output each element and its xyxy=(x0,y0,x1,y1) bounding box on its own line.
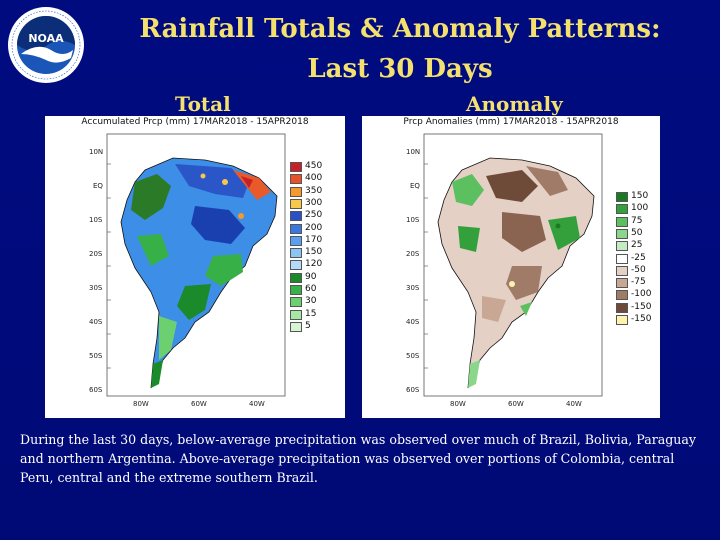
legend-swatch xyxy=(290,162,302,172)
lon-label: 80W xyxy=(450,400,466,408)
lat-label: 20S xyxy=(89,250,103,258)
legend-value: 25 xyxy=(631,240,643,251)
legend-swatch xyxy=(616,253,628,264)
legend-value: -75 xyxy=(631,277,646,288)
legend-swatch xyxy=(290,235,302,246)
svg-text:NOAA: NOAA xyxy=(28,32,64,45)
lat-label: 40S xyxy=(406,318,420,326)
legend-value: 170 xyxy=(305,234,323,245)
lat-label: EQ xyxy=(93,182,103,190)
lat-label: 10N xyxy=(89,148,104,156)
lat-label: 50S xyxy=(89,352,103,360)
anomaly-label: Anomaly xyxy=(466,92,563,116)
legend-value: 250 xyxy=(305,210,323,221)
legend-swatch xyxy=(616,241,628,252)
legend-value: 350 xyxy=(305,185,323,196)
lat-label: 10N xyxy=(406,148,421,156)
legend-value: -150 xyxy=(631,301,652,312)
page-title: Rainfall Totals & Anomaly Patterns: xyxy=(139,14,661,44)
total-map-graphic xyxy=(106,133,286,397)
legend-swatch xyxy=(290,321,302,332)
legend-swatch xyxy=(290,248,302,259)
legend-swatch xyxy=(290,272,302,283)
legend-swatch xyxy=(616,228,628,239)
legend-value: 50 xyxy=(631,227,643,238)
legend-value: 450 xyxy=(305,161,323,171)
legend-value: 30 xyxy=(305,296,317,307)
legend-swatch xyxy=(616,278,628,289)
lat-label: 10S xyxy=(406,216,420,224)
legend-swatch xyxy=(290,260,302,271)
total-label: Total xyxy=(175,92,231,116)
legend-value: 400 xyxy=(305,173,323,184)
lon-label: 40W xyxy=(566,400,582,408)
legend-value: 15 xyxy=(305,308,317,319)
legend-value: -25 xyxy=(631,252,646,263)
legend-value: -100 xyxy=(631,289,652,300)
lat-label: 30S xyxy=(89,284,103,292)
lat-label: 10S xyxy=(89,216,103,224)
legend-value: 90 xyxy=(305,271,317,282)
lat-label: 30S xyxy=(406,284,420,292)
legend-value: 75 xyxy=(631,215,643,226)
total-precip-map: Accumulated Prcp (mm) 17MAR2018 - 15APR2… xyxy=(45,116,345,418)
legend-swatch xyxy=(290,297,302,308)
anomaly-map-graphic xyxy=(423,133,603,397)
legend-value: 60 xyxy=(305,284,317,294)
lat-label: 20S xyxy=(406,250,420,258)
legend-swatch xyxy=(290,198,302,209)
lon-label: 60W xyxy=(191,400,207,408)
lat-label: 60S xyxy=(89,386,103,394)
caption-text: During the last 30 days, below-average p… xyxy=(20,432,697,485)
legend-swatch xyxy=(290,309,302,320)
legend-value: 120 xyxy=(305,259,323,270)
legend-swatch xyxy=(290,285,302,295)
page-subtitle: Last 30 Days xyxy=(307,54,493,84)
legend-value: 150 xyxy=(631,191,649,201)
legend-swatch xyxy=(290,186,302,197)
lon-label: 80W xyxy=(133,400,149,408)
legend-swatch xyxy=(290,223,302,234)
lon-label: 60W xyxy=(508,400,524,408)
legend-swatch xyxy=(616,315,628,325)
legend-value: 300 xyxy=(305,197,323,208)
legend-value: 100 xyxy=(631,203,649,214)
legend-swatch xyxy=(616,204,628,215)
legend-swatch xyxy=(290,174,302,185)
legend-value: 200 xyxy=(305,222,323,233)
noaa-logo: NOAA xyxy=(8,7,84,83)
legend-swatch xyxy=(616,192,628,202)
lat-label: 60S xyxy=(406,386,420,394)
anomaly-precip-map: Prcp Anomalies (mm) 17MAR2018 - 15APR201… xyxy=(362,116,660,418)
legend-swatch xyxy=(616,265,628,276)
lat-label: EQ xyxy=(410,182,420,190)
anomaly-map-header: Prcp Anomalies (mm) 17MAR2018 - 15APR201… xyxy=(403,117,619,127)
legend-swatch xyxy=(616,290,628,301)
legend-value: 150 xyxy=(305,247,323,258)
lon-label: 40W xyxy=(249,400,265,408)
legend-value: 5 xyxy=(305,320,311,331)
legend-value: -150 xyxy=(631,314,652,324)
legend-swatch xyxy=(616,216,628,227)
legend-swatch xyxy=(290,211,302,222)
legend-swatch xyxy=(616,302,628,313)
lat-label: 40S xyxy=(89,318,103,326)
legend-value: -50 xyxy=(631,264,646,275)
total-map-header: Accumulated Prcp (mm) 17MAR2018 - 15APR2… xyxy=(81,117,309,127)
lat-label: 50S xyxy=(406,352,420,360)
